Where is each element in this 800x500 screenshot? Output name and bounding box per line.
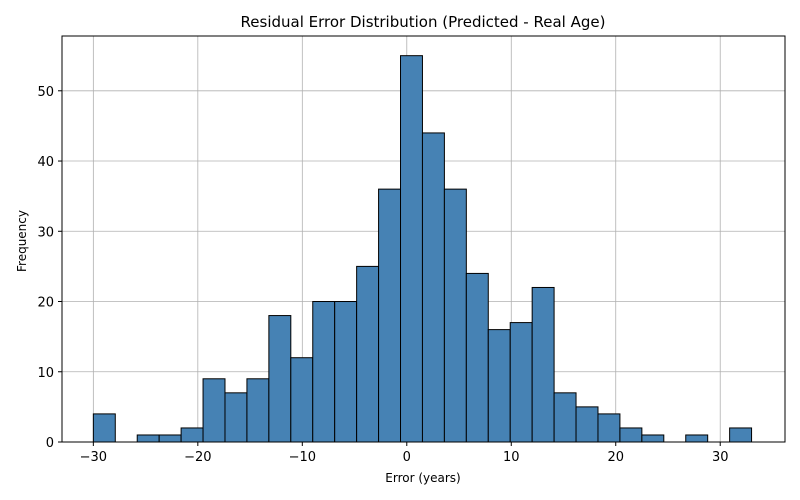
histogram-bar-17 (465, 272, 489, 443)
y-tick-label: 10 (37, 366, 54, 381)
histogram-bar-3 (158, 434, 182, 443)
histogram-bar-9 (290, 357, 314, 443)
plot-frame (61, 35, 786, 443)
histogram-bar-10 (312, 301, 336, 443)
histogram-bar-18 (487, 329, 511, 443)
histogram-bar-19 (509, 322, 533, 443)
histogram-bar-8 (268, 315, 292, 443)
y-tick-label: 0 (46, 436, 54, 451)
histogram-bar-27 (685, 434, 709, 443)
histogram-bar-24 (619, 427, 643, 443)
histogram-bar-21 (553, 392, 577, 443)
histogram-bar-7 (246, 378, 270, 443)
x-axis-label: Error (years) (385, 471, 460, 485)
histogram-bar-22 (575, 406, 599, 443)
x-tick-label: −10 (289, 450, 316, 465)
y-tick-label: 40 (37, 155, 54, 170)
histogram-bar-6 (224, 392, 248, 443)
y-tick-label: 30 (37, 225, 54, 240)
x-tick-label: −20 (184, 450, 211, 465)
histogram-bar-20 (531, 286, 555, 443)
y-tick-label: 50 (37, 85, 54, 100)
x-tick-label: −30 (80, 450, 107, 465)
y-axis-label: Frequency (15, 210, 29, 272)
histogram-bar-23 (597, 413, 621, 443)
histogram-bar-12 (356, 265, 380, 443)
histogram-bar-4 (180, 427, 204, 443)
histogram-bar-2 (136, 434, 160, 443)
histogram-bar-11 (334, 301, 358, 443)
histogram-bar-14 (400, 55, 423, 443)
chart-title: Residual Error Distribution (Predicted -… (241, 13, 606, 31)
histogram-bar-0 (92, 413, 116, 443)
x-tick-label: 20 (607, 450, 624, 465)
histogram-bars (92, 55, 753, 443)
y-axis-ticks: 0 10 20 30 40 50 (37, 85, 62, 451)
histogram-bar-5 (202, 378, 226, 443)
histogram-bar-29 (729, 427, 753, 443)
x-axis-ticks: −30 −20 −10 0 10 20 30 (80, 442, 729, 465)
histogram-bar-16 (443, 188, 467, 443)
y-tick-label: 20 (37, 296, 54, 311)
histogram-bar-25 (641, 434, 665, 443)
x-tick-label: 10 (503, 450, 520, 465)
histogram-bar-13 (378, 188, 402, 443)
x-tick-label: 30 (712, 450, 729, 465)
histogram-bar-15 (421, 132, 445, 443)
x-tick-label: 0 (403, 450, 411, 465)
